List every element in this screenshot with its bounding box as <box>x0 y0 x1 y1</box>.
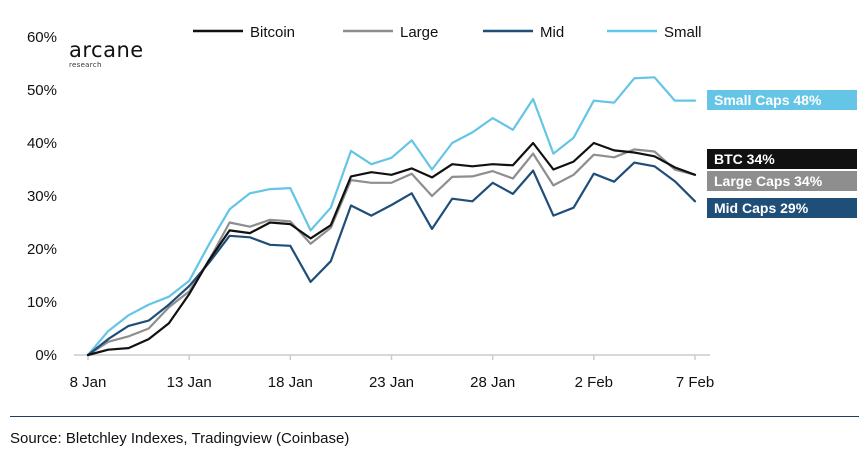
legend-label-small: Small <box>664 24 702 41</box>
y-tick-label: 60% <box>27 29 57 46</box>
y-tick-label: 40% <box>27 135 57 152</box>
y-tick-label: 50% <box>27 82 57 99</box>
end-label-text: BTC 34% <box>714 151 775 167</box>
end-label-box <box>707 90 857 110</box>
end-label-box <box>707 198 857 218</box>
y-tick-label: 20% <box>27 241 57 258</box>
x-tick-label: 28 Jan <box>470 374 515 391</box>
y-tick-label: 30% <box>27 188 57 205</box>
end-label-box <box>707 149 857 169</box>
series-line-small <box>86 76 697 357</box>
arcane-logo: arcane research <box>69 40 144 69</box>
end-label-text: Large Caps 34% <box>714 173 823 189</box>
x-tick-label: 7 Feb <box>676 374 714 391</box>
end-label-box <box>707 171 857 191</box>
x-tick-label: 2 Feb <box>575 374 613 391</box>
series-line-bitcoin <box>86 141 697 357</box>
y-tick-label: 10% <box>27 294 57 311</box>
legend-label-large: Large <box>400 24 438 41</box>
y-tick-label: 0% <box>35 347 57 364</box>
x-tick-label: 13 Jan <box>167 374 212 391</box>
x-tick-label: 18 Jan <box>268 374 313 391</box>
series-line-large <box>86 148 697 357</box>
series-line-mid <box>86 161 697 357</box>
x-tick-label: 8 Jan <box>70 374 107 391</box>
legend-label-bitcoin: Bitcoin <box>250 24 295 41</box>
end-label-text: Mid Caps 29% <box>714 200 809 216</box>
footer-divider <box>10 416 859 417</box>
logo-text: arcane <box>69 38 144 62</box>
end-label-text: Small Caps 48% <box>714 92 822 108</box>
source-note: Source: Bletchley Indexes, Tradingview (… <box>10 430 350 447</box>
legend-label-mid: Mid <box>540 24 564 41</box>
logo-subtitle: research <box>69 61 102 69</box>
x-tick-label: 23 Jan <box>369 374 414 391</box>
